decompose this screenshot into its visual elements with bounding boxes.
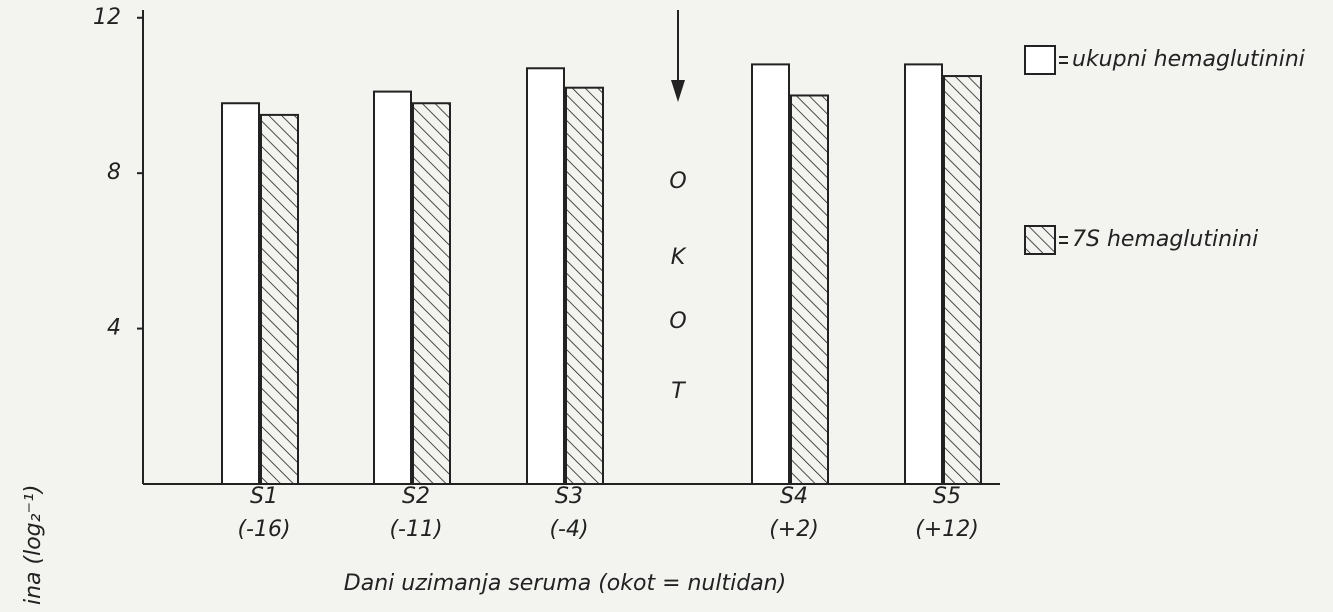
legend-label: 7S hemaglutinini bbox=[1072, 227, 1258, 252]
day-label: (-11) bbox=[389, 517, 442, 542]
x-tick-label: S4 bbox=[780, 484, 808, 509]
day-label: (-4) bbox=[549, 517, 588, 542]
legend-label: ukupni hemaglutinini bbox=[1072, 47, 1305, 72]
annotation-letter: K bbox=[671, 245, 687, 270]
x-tick-label: S5 bbox=[933, 484, 961, 509]
bar bbox=[751, 63, 790, 486]
x-tick-label: S1 bbox=[250, 484, 278, 509]
bar bbox=[943, 75, 982, 485]
y-tick-label: 12 bbox=[93, 5, 121, 30]
legend-swatch bbox=[1024, 45, 1056, 75]
bar bbox=[790, 94, 829, 486]
bar bbox=[526, 67, 565, 485]
arrow-head bbox=[671, 80, 685, 102]
bar bbox=[260, 113, 299, 485]
bar bbox=[221, 102, 260, 485]
bar bbox=[373, 90, 412, 486]
annotation-letter: O bbox=[669, 169, 686, 194]
day-label: (+12) bbox=[915, 517, 979, 542]
bar bbox=[904, 63, 943, 486]
x-tick-label: S3 bbox=[555, 484, 583, 509]
day-label: (-16) bbox=[237, 517, 290, 542]
bar bbox=[412, 102, 451, 485]
annotation-letter: O bbox=[669, 309, 686, 334]
y-tick-label: 8 bbox=[107, 160, 121, 185]
x-axis-label: Dani uzimanja seruma (okot = nultidan) bbox=[344, 571, 786, 596]
day-label: (+2) bbox=[769, 517, 819, 542]
legend-swatch bbox=[1024, 225, 1056, 255]
y-axis-label: ina (log₂⁻¹) bbox=[21, 485, 46, 605]
bar bbox=[565, 86, 604, 485]
x-tick-label: S2 bbox=[402, 484, 430, 509]
annotation-letter: T bbox=[671, 379, 686, 404]
y-tick-label: 4 bbox=[107, 316, 121, 341]
